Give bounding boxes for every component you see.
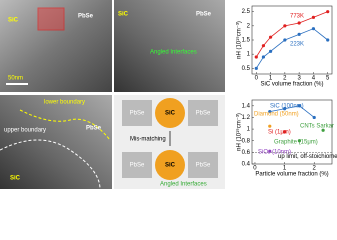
y-tick-label: 1.5 xyxy=(242,38,251,44)
x-tick-label: 2 xyxy=(313,166,317,172)
tem-image xyxy=(0,95,112,189)
y-axis-label: nH (10¹⁹cm⁻³) xyxy=(236,21,243,59)
data-point xyxy=(268,124,272,128)
x-tick-label: 2 xyxy=(283,76,287,82)
label: PbSe xyxy=(130,163,145,169)
x-axis-label: SiC volume fraction (%) xyxy=(260,82,323,88)
block xyxy=(122,152,152,178)
y-tick-label: 0.4 xyxy=(242,162,251,168)
x-tick-label: 0 xyxy=(255,76,259,82)
legend-entry: Diamond (50nm) xyxy=(254,112,299,118)
data-point xyxy=(261,55,266,59)
legend-entry: SiO₂ (10nm) xyxy=(258,150,291,156)
label: PbSe xyxy=(196,12,212,18)
data-point xyxy=(268,49,273,53)
label: lower boundary xyxy=(44,100,85,106)
highlight-box xyxy=(37,7,65,31)
label: Angled Interfaces xyxy=(160,182,207,188)
data-point xyxy=(283,38,287,42)
legend-entry: Si (1μm) xyxy=(268,130,291,136)
x-tick-label: 0 xyxy=(253,166,257,172)
data-point xyxy=(326,38,330,42)
data-point xyxy=(261,44,266,48)
block xyxy=(122,100,152,126)
legend-entry: Graphite (15μm) xyxy=(274,140,318,146)
label: SiC xyxy=(8,18,19,24)
label: Mis-matching xyxy=(130,137,166,143)
annotation: up limit, off-stoichiometric PbSe xyxy=(278,154,337,160)
boundary xyxy=(19,109,111,141)
y-tick-label: 0.8 xyxy=(242,138,251,144)
boundary xyxy=(0,139,101,190)
data-point xyxy=(268,149,272,153)
y-axis-label: nH (10¹⁹cm⁻³) xyxy=(236,113,243,151)
label: SiC xyxy=(118,12,129,18)
label: PbSe xyxy=(86,126,102,132)
particle xyxy=(155,150,185,180)
data-point xyxy=(311,15,316,19)
label: Angled Interfaces xyxy=(150,50,197,56)
data-point xyxy=(297,32,301,36)
label: PbSe xyxy=(130,111,145,117)
data-point xyxy=(297,21,301,25)
x-tick-label: 3 xyxy=(297,76,301,82)
figure: SiC PbSe 50nm SiC PbSe Angled Interfaces… xyxy=(0,0,337,190)
data-point xyxy=(254,55,258,59)
y-tick-label: 0.5 xyxy=(242,66,251,72)
block xyxy=(188,152,218,178)
particle xyxy=(155,98,185,128)
block xyxy=(188,100,218,126)
y-tick-label: 0.6 xyxy=(242,150,251,156)
legend-entry: CNTs Sarkar xyxy=(300,124,334,130)
label: SiC xyxy=(165,163,176,169)
data-point xyxy=(311,27,316,31)
y-tick-label: 1 xyxy=(247,52,251,58)
data-point xyxy=(297,139,302,143)
y-tick-label: 2.5 xyxy=(242,9,251,15)
x-tick-label: 5 xyxy=(326,76,330,82)
data-point xyxy=(283,24,287,28)
plot-frame xyxy=(251,99,333,165)
label: SiC xyxy=(10,176,21,182)
label: upper boundary xyxy=(4,128,46,134)
y-tick-label: 1.4 xyxy=(242,103,251,109)
legend-entry: SiC (100nm) xyxy=(270,104,304,110)
data-point xyxy=(282,130,287,134)
label: SiC xyxy=(165,111,176,117)
x-tick-label: 1 xyxy=(283,166,287,172)
tem-image xyxy=(114,0,225,92)
data-point xyxy=(268,35,273,39)
data-point xyxy=(268,110,272,114)
label: PbSe xyxy=(78,14,94,20)
y-tick-label: 2 xyxy=(247,23,251,29)
data-point xyxy=(282,107,287,111)
x-tick-label: 1 xyxy=(269,76,273,82)
x-axis-label: Particle volume fraction (%) xyxy=(255,172,328,178)
y-tick-label: 1 xyxy=(247,127,251,133)
x-tick-label: 4 xyxy=(312,76,316,82)
legend-entry: 773K xyxy=(290,14,304,20)
data-point xyxy=(321,128,325,132)
legend-entry: 223K xyxy=(290,42,304,48)
data-point xyxy=(297,104,302,108)
label: PbSe xyxy=(196,163,211,169)
y-tick-label: 1.2 xyxy=(242,115,251,121)
data-point xyxy=(312,115,316,120)
data-point xyxy=(326,10,330,14)
label: PbSe xyxy=(196,111,211,117)
series-line xyxy=(269,105,315,118)
data-point xyxy=(254,66,258,70)
label: 50nm xyxy=(8,76,23,82)
